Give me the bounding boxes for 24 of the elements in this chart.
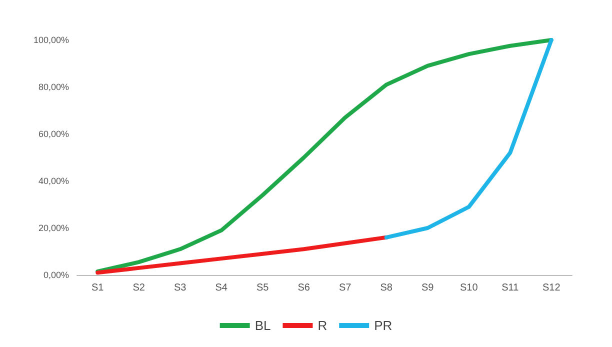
x-tick-label: S1 xyxy=(92,282,104,294)
y-tick-label: 0,00% xyxy=(43,270,69,280)
x-tick-label: S3 xyxy=(174,282,187,294)
x-tick-label: S11 xyxy=(502,282,520,294)
x-tick-label: S7 xyxy=(339,282,352,294)
x-tick-label: S10 xyxy=(460,282,478,294)
y-tick-label: 100,00% xyxy=(33,35,69,45)
y-tick-label: 40,00% xyxy=(38,176,69,186)
x-tick-label: S8 xyxy=(380,282,393,294)
x-tick-label: S6 xyxy=(298,282,310,294)
legend-label: PR xyxy=(374,318,392,333)
legend-label: R xyxy=(318,318,328,333)
y-tick-label: 60,00% xyxy=(38,129,69,139)
line-series xyxy=(96,235,388,275)
x-tick-label: S5 xyxy=(256,282,270,294)
line-series xyxy=(384,38,554,240)
line-series xyxy=(96,38,554,274)
legend-label: BL xyxy=(254,318,271,333)
y-tick-label: 20,00% xyxy=(38,223,69,233)
x-tick-label: S4 xyxy=(215,282,228,294)
x-tick-label: S2 xyxy=(132,282,146,294)
x-tick-label: S12 xyxy=(542,282,561,294)
x-tick-label: S9 xyxy=(422,282,434,294)
y-tick-label: 80,00% xyxy=(38,82,69,92)
